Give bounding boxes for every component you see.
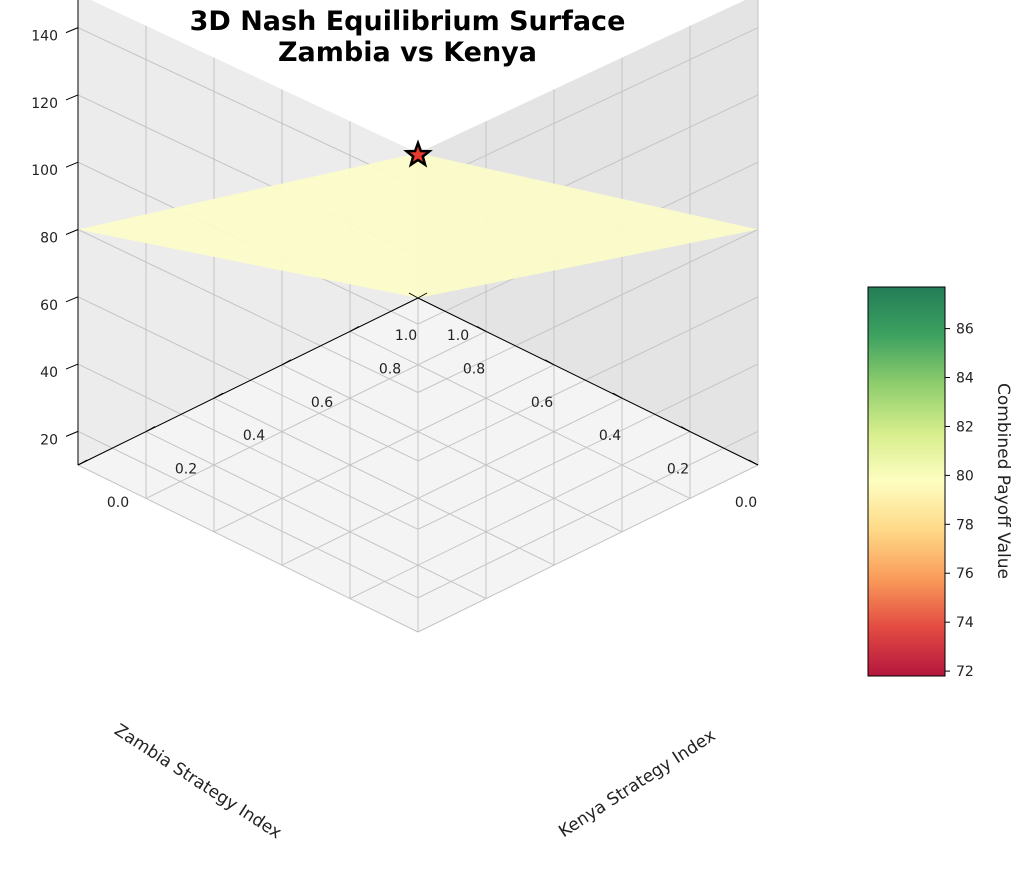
y-tick-mark <box>349 325 360 332</box>
colorbar-tick-label: 76 <box>956 566 974 582</box>
floor-gridline-y <box>349 330 691 499</box>
z-tick-label: 20 <box>40 432 58 448</box>
z-tick-mark <box>65 27 79 34</box>
z-tick-label: 80 <box>40 231 58 247</box>
x-tick-mark <box>476 325 487 332</box>
floor-gridline-x <box>145 330 487 499</box>
y-tick-mark <box>145 426 156 433</box>
left-wall-z-gridline <box>77 229 419 393</box>
z-tick-label: 40 <box>40 365 58 381</box>
y-tick-label: 0.0 <box>107 495 129 511</box>
floor-gridline-x <box>281 397 623 566</box>
x-tick-label: 0.2 <box>667 462 689 478</box>
floor-gridline-y <box>281 364 623 533</box>
z-tick-mark <box>65 229 79 235</box>
x-tick-label: 0.0 <box>735 495 757 511</box>
left-wall-z-gridline <box>77 296 419 462</box>
z-tick-label: 60 <box>40 298 58 314</box>
colorbar-gradient <box>867 286 946 677</box>
y-tick-label: 1.0 <box>447 328 469 344</box>
equilibrium-marker <box>403 139 433 168</box>
y-tick-mark <box>417 292 428 299</box>
x-tick-label: 1.0 <box>395 328 417 344</box>
x-tick-mark <box>680 426 691 433</box>
y-tick-mark <box>213 392 224 399</box>
y-tick-label: 0.4 <box>243 428 265 444</box>
colorbar-tick-label: 80 <box>956 468 974 484</box>
z-tick-mark <box>65 94 79 101</box>
x-tick-label: 0.8 <box>463 361 485 377</box>
floor-gridline-x <box>213 364 555 533</box>
y-axis-line <box>77 297 419 466</box>
right-wall-z-gridline <box>417 363 759 530</box>
x-tick-label: 0.4 <box>599 428 621 444</box>
colorbar-label: Combined Payoff Value <box>993 383 1013 579</box>
z-tick-mark <box>65 430 79 437</box>
x-tick-mark <box>748 459 759 466</box>
z-tick-label: 120 <box>31 96 58 112</box>
z-tick-label: 100 <box>31 163 58 179</box>
colorbar-ticks: 72 74 76 78 80 82 84 86 <box>945 322 974 680</box>
z-tick-mark <box>65 161 79 168</box>
right-wall-z-gridline <box>417 229 759 393</box>
floor-gridline-x <box>417 464 759 633</box>
floor-gridline-x <box>349 431 691 600</box>
colorbar: 72 74 76 78 80 82 84 86 Combined Payoff Value <box>867 286 1013 680</box>
z-tick-mark <box>65 296 79 303</box>
colorbar-tick-label: 86 <box>956 322 974 338</box>
payoff-surface <box>78 153 758 298</box>
x-tick-mark <box>612 392 623 399</box>
chart-title-line-2: Zambia vs Kenya <box>277 37 537 68</box>
z-tick-mark <box>65 363 79 370</box>
left-wall-z-gridline <box>77 363 419 530</box>
colorbar-tick-label: 84 <box>956 371 974 387</box>
x-axis-line <box>417 297 759 466</box>
colorbar-tick-label: 74 <box>956 615 974 631</box>
y-tick-label: 0.6 <box>311 395 333 411</box>
x-tick-mark <box>408 292 419 299</box>
colorbar-tick-label: 82 <box>956 419 974 435</box>
right-wall-z-gridline <box>417 27 759 188</box>
chart-title: 3D Nash Equilibrium Surface Zambia vs Ke… <box>0 6 815 68</box>
y-tick-mark <box>281 359 292 366</box>
y-tick-mark <box>77 459 88 466</box>
floor-gridline-y <box>77 464 419 633</box>
x-tick-mark <box>544 359 555 366</box>
right-wall-z-gridline <box>417 430 759 599</box>
y-tick-label: 0.8 <box>379 361 401 377</box>
z-tick-label: 140 <box>31 29 58 45</box>
y-axis-label: Kenya Strategy Index <box>555 726 719 842</box>
left-wall-z-gridline <box>77 27 419 188</box>
floor-gridline-y <box>213 397 555 566</box>
colorbar-tick-label: 78 <box>956 517 974 533</box>
x-axis-label: Zambia Strategy Index <box>110 720 284 843</box>
equilibrium-star <box>403 139 433 168</box>
surface-patch <box>78 153 758 298</box>
x-tick-label: 0.6 <box>531 395 553 411</box>
chart-title-line-1: 3D Nash Equilibrium Surface <box>189 6 626 37</box>
floor-gridline-y <box>145 431 487 600</box>
left-wall-z-gridline <box>77 430 419 599</box>
y-tick-label: 0.2 <box>175 462 197 478</box>
right-wall-z-gridline <box>417 296 759 462</box>
colorbar-tick-label: 72 <box>956 664 974 680</box>
